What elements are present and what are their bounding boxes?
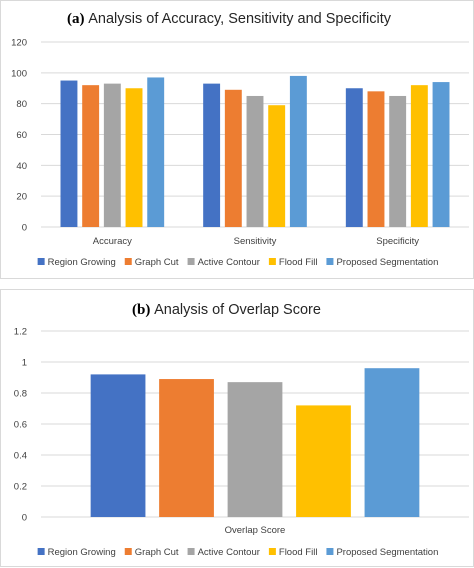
legend-label: Region Growing [48, 547, 116, 558]
chart-title-text: Analysis of Overlap Score [154, 302, 321, 318]
bar [159, 379, 214, 517]
bar [103, 83, 121, 227]
y-tick-label: 120 [11, 38, 27, 49]
legend-label: Flood Fill [279, 257, 318, 268]
y-tick-label: 40 [16, 161, 27, 172]
bar [60, 80, 78, 228]
bar [224, 89, 242, 228]
y-tick-label: 80 [16, 99, 27, 110]
chart-title: (a) Analysis of Accuracy, Sensitivity an… [67, 11, 392, 27]
x-category-label: Overlap Score [225, 525, 286, 536]
legend-label: Active Contour [198, 257, 260, 268]
legend-label: Graph Cut [135, 257, 179, 268]
accuracy-chart: (a) Analysis of Accuracy, Sensitivity an… [11, 11, 469, 268]
bar [389, 95, 407, 227]
overlap-chart: (b) Analysis of Overlap Score 0 0.2 0.4 0.6 0… [14, 302, 469, 558]
bar [82, 85, 100, 228]
x-category-label: Specificity [376, 236, 419, 247]
legend-swatch [326, 258, 334, 265]
y-tick-label: 0 [22, 513, 27, 524]
y-tick-label: 0.8 [14, 389, 27, 400]
chart-panel-b: (b) Analysis of Overlap Score 0 0.2 0.4 0.6 0… [0, 289, 474, 567]
legend-swatch [37, 548, 45, 555]
bar [432, 82, 450, 227]
x-category-label: Accuracy [93, 236, 132, 247]
y-tick-label: 0.2 [14, 482, 27, 493]
bar [203, 83, 221, 227]
chart-title-letter: (a) [67, 11, 88, 27]
legend-swatch [187, 548, 195, 555]
bar [345, 88, 363, 227]
bar [410, 85, 428, 228]
bar [147, 77, 165, 227]
legend-label: Proposed Segmentation [336, 257, 438, 268]
y-tick-label: 0.6 [14, 420, 27, 431]
y-tick-label: 60 [16, 130, 27, 141]
legend-label: Flood Fill [279, 547, 318, 558]
legend-swatch [268, 548, 276, 555]
bar [90, 374, 146, 517]
bar [246, 95, 264, 227]
legend-label: Graph Cut [135, 547, 179, 558]
legend-swatch [124, 258, 132, 265]
chart-title: (b) Analysis of Overlap Score [132, 302, 321, 318]
chart-panel-a: (a) Analysis of Accuracy, Sensitivity an… [0, 0, 474, 279]
chart-title-text: Analysis of Accuracy, Sensitivity and Sp… [88, 11, 391, 27]
legend-swatch [268, 258, 276, 265]
bar [364, 368, 420, 517]
y-tick-label: 0 [22, 223, 27, 234]
legend: Region Growing Graph Cut Active Contour Flo… [37, 547, 438, 558]
bar [367, 91, 385, 227]
x-category-label: Sensitivity [234, 236, 277, 247]
chart-title-letter: (b) [132, 302, 154, 318]
y-tick-label: 0.4 [14, 451, 27, 462]
legend-label: Proposed Segmentation [336, 547, 438, 558]
legend-swatch [37, 258, 45, 265]
legend-swatch [124, 548, 132, 555]
y-tick-label: 1 [22, 358, 27, 369]
bar [227, 382, 283, 517]
y-tick-label: 20 [16, 192, 27, 203]
legend: Region Growing Graph Cut Active Contour Flo… [37, 257, 438, 268]
legend-swatch [326, 548, 334, 555]
bar [125, 88, 143, 227]
legend-label: Active Contour [198, 547, 260, 558]
bar [296, 405, 351, 517]
y-tick-label: 1.2 [14, 327, 27, 338]
legend-swatch [187, 258, 195, 265]
y-tick-label: 100 [11, 68, 27, 79]
bar [268, 105, 286, 227]
bar [289, 75, 307, 228]
legend-label: Region Growing [48, 257, 116, 268]
